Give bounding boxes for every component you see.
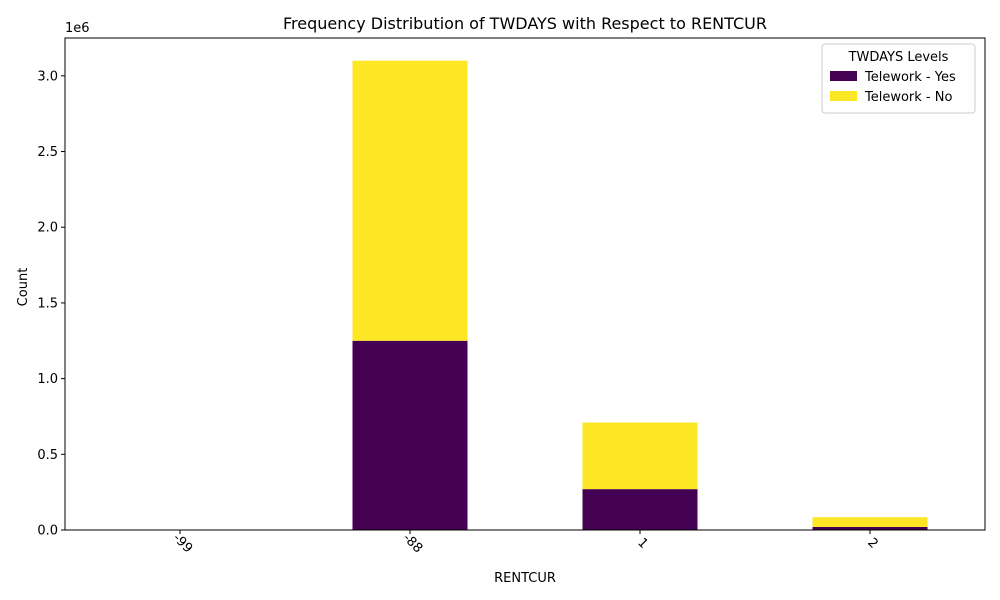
legend-title: TWDAYS Levels (848, 50, 949, 65)
y-offset-label: 1e6 (65, 21, 90, 36)
x-axis-label: RENTCUR (494, 571, 556, 586)
x-tick-label: 1 (634, 535, 650, 551)
bar-telework-yes-2 (812, 526, 928, 530)
legend-label-telework-no: Telework - No (864, 90, 952, 105)
plot-area: 0.0 0.5 1.0 1.5 2.0 2.5 3.0 -99 -88 1 2 TWDAYS Leve… (37, 37, 986, 557)
bar-telework-no-2 (812, 517, 928, 527)
bar-telework-no-1 (582, 422, 698, 490)
y-tick-label: 2.5 (37, 145, 58, 160)
y-tick-label: 2.0 (37, 221, 58, 236)
y-tick-label: 0.5 (37, 448, 58, 463)
x-tick-label: -99 (170, 531, 196, 557)
legend-swatch-telework-no (830, 91, 857, 101)
legend-swatch-telework-yes (830, 71, 857, 81)
chart-title: Frequency Distribution of TWDAYS with Re… (283, 14, 767, 33)
y-tick-label: 3.0 (37, 69, 58, 84)
bar-telework-yes-1 (582, 489, 698, 530)
axes-frame (64, 37, 986, 531)
y-tick-label: 1.0 (37, 372, 58, 387)
x-tick-label: 2 (864, 535, 880, 551)
y-tick-label: 0.0 (37, 524, 58, 539)
legend-box (821, 43, 976, 114)
bar-telework-yes--88 (352, 340, 468, 530)
bar-telework-no--88 (352, 60, 468, 341)
y-axis-label: Count (16, 268, 31, 307)
legend-label-telework-yes: Telework - Yes (864, 70, 956, 85)
x-tick-label: -88 (400, 531, 426, 557)
y-tick-label: 1.5 (37, 296, 58, 311)
